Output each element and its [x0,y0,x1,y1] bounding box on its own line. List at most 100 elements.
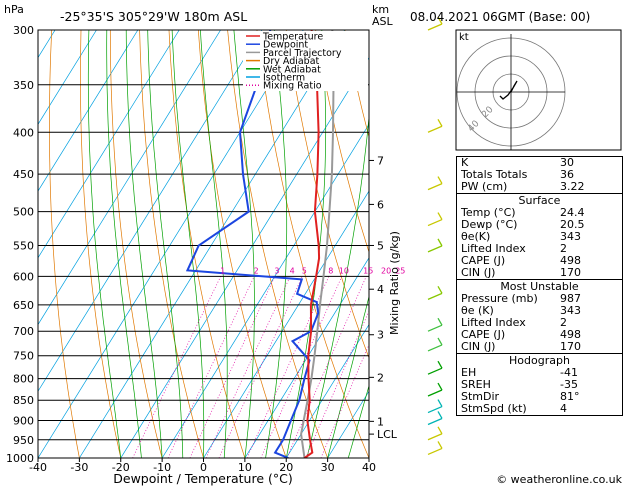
index-label: Totals Totals [461,168,528,181]
most-unstable-value: 343 [560,304,581,317]
wind-barb-flag [437,286,443,294]
asl-label: ASL [372,15,394,28]
pressure-tick-label: 850 [13,394,34,407]
isotherm-line [120,56,369,458]
surface-value: 20.5 [560,218,585,231]
hodograph-stat-row: StmDir 81° [457,391,622,403]
x-tick-label: 30 [321,461,335,474]
wind-barb-flag [437,317,443,326]
wind-barb [427,23,443,31]
wet-adiabat-line [171,30,205,458]
surface-value: 343 [560,230,581,243]
pressure-tick-label: 900 [13,415,34,428]
most-unstable-label: θe (K) [461,304,494,317]
wet-adiabat-line [125,30,163,458]
hodograph-table-title: Hodograph [509,354,570,367]
wind-barb-flag [437,337,443,346]
surface-row: Temp (°C) 24.4 [457,207,622,219]
isotherm-line [203,190,369,458]
dry-adiabat-line [80,30,122,458]
most-unstable-label: CIN (J) [461,340,496,353]
pressure-tick-label: 800 [13,373,34,386]
dewpoint-line [185,30,320,458]
wind-barb [427,344,443,352]
surface-value: 498 [560,254,581,267]
wind-barb [427,125,443,133]
isotherm-line [38,30,139,192]
most-unstable-row: θe (K) 343 [457,305,622,317]
mixing-ratio-label: 20 [381,266,391,275]
hodograph: kt 20 40 [455,29,622,151]
hpa-label: hPa [4,3,24,16]
index-label: PW (cm) [461,180,508,193]
mixing-ratio-label: 8 [328,266,333,275]
index-value: 3.22 [560,180,585,193]
most-unstable-row: Lifted Index 2 [457,317,622,329]
height-tick-label: LCL [377,428,398,441]
mixing-ratio-label: 1 [220,266,225,275]
wind-barb [427,324,443,332]
isotherm-line [38,30,97,125]
wind-barb-flag [437,426,443,435]
surface-row: CAPE (J) 498 [457,255,622,267]
wet-adiabat-line [200,30,228,458]
isotherm-line [38,30,304,458]
hodograph-kt-label: kt [459,32,469,43]
mixing-ratio-label: 4 [290,266,295,275]
height-tick-label: 6 [377,198,384,211]
most-unstable-row: Pressure (mb) 987 [457,293,622,305]
surface-label: θe(K) [461,230,491,243]
wind-barb-flag [437,176,443,184]
hodograph-stat-label: StmDir [461,390,500,403]
surface-label: CIN (J) [461,266,496,279]
parcel-trajectory-line [300,30,335,458]
surface-title: Surface [518,194,561,207]
pressure-tick-label: 1000 [6,452,34,465]
wet-adiabat-line [106,30,142,458]
pressure-tick-label: 750 [13,350,34,363]
pressure-tick-label: 400 [13,126,34,139]
legend-entry: Isotherm [263,73,305,84]
mixing-ratio-label: 25 [395,266,405,275]
wind-barb [427,218,443,227]
height-tick-label: 2 [377,371,384,384]
legend-entry: Dry Adiabat [263,56,320,67]
surface-label: Temp (°C) [461,206,516,219]
most-unstable-label: CAPE (J) [461,328,506,341]
mixing-ratio-line [132,276,222,458]
surface-row: θe(K) 343 [457,231,622,243]
x-tick-label: -40 [29,461,47,474]
x-tick-label: 20 [279,461,293,474]
surface-label: Dewp (°C) [461,218,518,231]
most-unstable-value: 987 [560,292,581,305]
wind-barb-flag [437,118,443,127]
x-tick-label: -20 [112,461,130,474]
most-unstable-row: CIN (J) 170 [457,341,622,353]
mixing-ratio-label: 3 [274,266,279,275]
dry-adiabat-line [315,30,369,254]
wind-barb [427,367,443,375]
index-label: K [461,156,469,169]
wind-barb [427,389,443,397]
wind-barb-flag [437,16,443,25]
surface-row: Dewp (°C) 20.5 [457,219,622,231]
datetime-title: 08.04.2021 06GMT (Base: 00) [410,10,590,24]
mixing-ratio-label: 15 [363,266,373,275]
footer-credit: © weatheronline.co.uk [496,473,622,486]
wind-barb [427,405,443,414]
isotherm-line [285,323,369,458]
pressure-tick-label: 950 [13,434,34,447]
pressure-tick-label: 700 [13,325,34,338]
isotherm-line [38,30,263,392]
pressure-tick-label: 550 [13,239,34,252]
wind-barb-flag [437,360,443,369]
wet-adiabat-line [285,30,327,458]
dry-adiabat-line [49,30,80,458]
legend-entry: Mixing Ratio [263,81,322,92]
mixing-ratio-axis-label: Mixing Ratio (g/kg) [388,231,401,335]
hodograph-stat-row: EH -41 [457,367,622,379]
height-tick-label: 1 [377,415,384,428]
height-tick-label: 5 [377,239,384,252]
x-tick-label: 10 [238,461,252,474]
